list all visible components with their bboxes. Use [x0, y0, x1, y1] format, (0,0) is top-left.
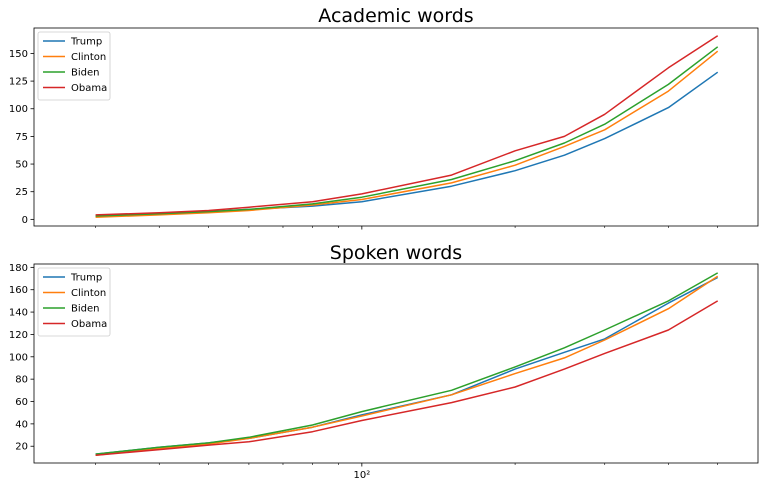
y-tick-label: 150 [9, 49, 28, 60]
legend-label: Clinton [71, 288, 106, 299]
y-tick-label: 125 [9, 77, 28, 88]
y-tick-label: 75 [15, 132, 28, 143]
plot-area-frame [33, 27, 759, 227]
series-line-biden [95, 272, 719, 455]
chart-title: Spoken words [330, 242, 462, 264]
legend-label: Clinton [71, 52, 106, 63]
legend-label: Biden [71, 304, 99, 315]
series-line-obama [95, 300, 719, 456]
legend-label: Trump [70, 37, 102, 48]
y-tick-label: 0 [22, 215, 28, 226]
legend-box [37, 31, 111, 101]
legend-label: Trump [70, 273, 102, 284]
series-line-clinton [95, 50, 719, 218]
y-tick-label: 60 [15, 397, 28, 408]
legend-label: Obama [71, 83, 107, 94]
y-tick-label: 100 [9, 104, 28, 115]
y-tick-label: 180 [9, 263, 28, 274]
plot-area-frame [33, 263, 759, 464]
y-tick-label: 20 [15, 442, 28, 453]
series-line-trump [95, 71, 719, 217]
series-line-biden [95, 46, 719, 217]
y-tick-label: 80 [15, 375, 28, 386]
y-tick-label: 100 [9, 352, 28, 363]
legend-label: Biden [71, 68, 99, 79]
y-tick-label: 25 [15, 187, 28, 198]
legend-box [37, 267, 111, 337]
academic-words-panel: Academic words 0 25 50 75 100 125 150 Trump Cli… [9, 5, 759, 230]
spoken-words-panel: Spoken words 2040608010012014016018010² … [9, 242, 759, 481]
x-tick-label: 10² [353, 470, 370, 481]
series-line-obama [95, 35, 719, 216]
y-tick-label: 160 [9, 285, 28, 296]
series-line-clinton [95, 275, 719, 456]
y-tick-label: 40 [15, 419, 28, 430]
series-line-trump [95, 276, 719, 455]
chart-title: Academic words [318, 5, 473, 27]
y-tick-label: 50 [15, 160, 28, 171]
legend-label: Obama [71, 319, 107, 330]
y-tick-label: 120 [9, 330, 28, 341]
y-tick-label: 140 [9, 308, 28, 319]
